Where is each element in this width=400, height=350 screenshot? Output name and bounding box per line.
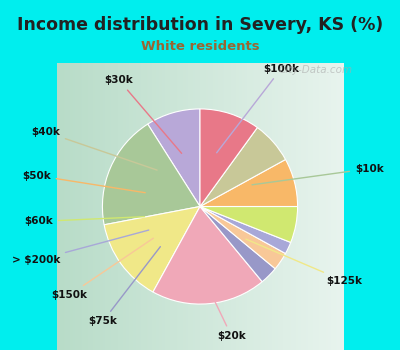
Wedge shape xyxy=(200,206,291,253)
Wedge shape xyxy=(102,124,200,225)
Wedge shape xyxy=(200,206,286,269)
Text: White residents: White residents xyxy=(141,40,259,53)
Wedge shape xyxy=(200,206,298,243)
Wedge shape xyxy=(153,206,262,304)
Text: $125k: $125k xyxy=(246,239,362,286)
Text: $75k: $75k xyxy=(88,247,160,326)
Text: $10k: $10k xyxy=(252,163,384,185)
Wedge shape xyxy=(200,206,275,282)
Text: City-Data.com: City-Data.com xyxy=(278,65,352,75)
Wedge shape xyxy=(200,160,298,206)
Wedge shape xyxy=(200,127,286,206)
Text: $50k: $50k xyxy=(22,170,145,193)
Text: $150k: $150k xyxy=(52,238,153,300)
Text: $20k: $20k xyxy=(196,262,246,341)
Text: $40k: $40k xyxy=(31,127,157,170)
Text: Income distribution in Severy, KS (%): Income distribution in Severy, KS (%) xyxy=(17,16,383,34)
Text: $60k: $60k xyxy=(24,216,144,226)
Wedge shape xyxy=(104,206,200,292)
Text: $100k: $100k xyxy=(217,64,299,153)
Wedge shape xyxy=(200,109,257,206)
Text: > $200k: > $200k xyxy=(12,230,149,265)
Text: $30k: $30k xyxy=(105,75,182,153)
Wedge shape xyxy=(148,109,200,206)
